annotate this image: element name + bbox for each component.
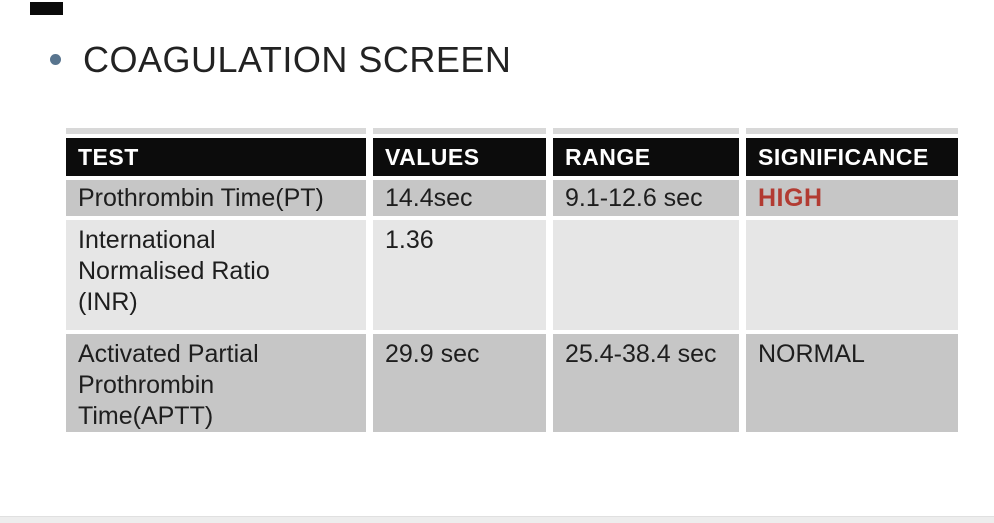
title-row: COAGULATION SCREEN bbox=[50, 40, 511, 80]
cell-pt-test: Prothrombin Time(PT) bbox=[66, 180, 366, 216]
column-header-test: TEST bbox=[66, 138, 366, 176]
cell-pt-value: 14.4sec bbox=[373, 180, 546, 216]
column-header-significance: SIGNIFICANCE bbox=[746, 138, 958, 176]
bullet-icon bbox=[50, 54, 61, 65]
table-top-border bbox=[746, 128, 958, 134]
cell-aptt-test: Activated Partial Prothrombin Time(APTT) bbox=[66, 334, 366, 432]
column-header-range: RANGE bbox=[553, 138, 739, 176]
table-top-border bbox=[373, 128, 546, 134]
bottom-edge bbox=[0, 516, 994, 523]
column-header-values: VALUES bbox=[373, 138, 546, 176]
cell-aptt-significance: NORMAL bbox=[746, 334, 958, 432]
page-title: COAGULATION SCREEN bbox=[83, 39, 512, 80]
cell-inr-significance bbox=[746, 220, 958, 330]
corner-mark bbox=[30, 2, 63, 15]
cell-inr-range bbox=[553, 220, 739, 330]
cell-pt-range: 9.1-12.6 sec bbox=[553, 180, 739, 216]
cell-aptt-value: 29.9 sec bbox=[373, 334, 546, 432]
table-top-border bbox=[553, 128, 739, 134]
cell-pt-significance: HIGH bbox=[746, 180, 958, 216]
table-top-border bbox=[66, 128, 366, 134]
cell-aptt-range: 25.4-38.4 sec bbox=[553, 334, 739, 432]
cell-inr-value: 1.36 bbox=[373, 220, 546, 330]
coagulation-table: TEST VALUES RANGE SIGNIFICANCE Prothromb… bbox=[66, 128, 958, 432]
cell-inr-test: International Normalised Ratio (INR) bbox=[66, 220, 366, 330]
